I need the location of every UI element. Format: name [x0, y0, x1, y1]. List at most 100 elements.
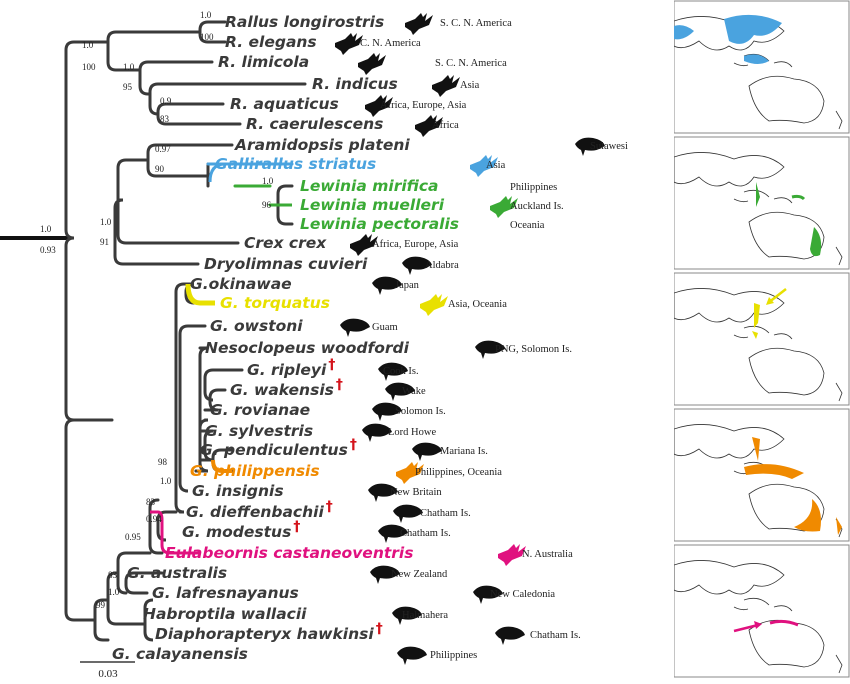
taxon-name: G. philippensis [190, 462, 320, 480]
tip-4: R. aquaticus Africa, Europe, Asia [230, 95, 467, 117]
tip-10: Lewinia pectoralis Oceania [300, 215, 545, 233]
taxon-region: Asia, Oceania [448, 299, 507, 310]
taxon-name: Aramidopsis plateni [234, 136, 410, 154]
support-value: 91 [100, 237, 109, 247]
taxon-region: S. C. N. America [435, 58, 507, 69]
branch [138, 60, 214, 96]
scale-bar: 0.03 [80, 661, 135, 680]
tip-28: G. lafresnayanus New Caledonia [152, 584, 555, 604]
branch [106, 571, 147, 626]
tip-14: G. torquatus Asia, Oceania [220, 294, 507, 316]
flying-rail-icon [490, 196, 518, 218]
support-value: 100 [200, 32, 214, 42]
taxon-region: Philippines [430, 650, 477, 661]
support-value: 1.0 [160, 476, 172, 486]
tip-2: R. limicola S. C. N. America [218, 53, 507, 75]
branch [156, 102, 242, 126]
flightless-rail-icon [378, 362, 408, 381]
flightless-rail-icon [368, 483, 398, 502]
taxon-name: Diaphorapteryx hawkinsi [155, 625, 374, 643]
distribution-map [674, 408, 850, 542]
branch [124, 571, 164, 595]
extinct-dagger: † [336, 377, 343, 393]
flightless-rail-icon [372, 276, 402, 295]
taxon-name: R. aquaticus [230, 95, 339, 113]
branch-eulabeornis [150, 510, 200, 555]
taxon-region: Africa, Europe, Asia [372, 239, 459, 250]
flightless-rail-icon [575, 137, 605, 156]
phylogenetic-tree: Rallus longirostris S. C. N. America R. el… [0, 10, 628, 680]
taxon-region: Auckland Is. [510, 201, 564, 212]
branch [113, 198, 200, 266]
support-value: 83 [146, 497, 156, 507]
tip-11: Crex crex Africa, Europe, Asia [244, 234, 459, 256]
flightless-rail-icon [412, 442, 442, 461]
taxon-region: S. C. N. America [440, 18, 512, 29]
support-value: 98 [158, 457, 168, 467]
arrow-icon [733, 623, 759, 633]
taxon-name: G. wakensis [230, 381, 334, 399]
tip-5: R. caerulescens Africa [246, 115, 459, 137]
taxon-name: G. dieffenbachii [186, 503, 324, 521]
branch [93, 598, 110, 642]
support-value: 0.97 [155, 144, 171, 154]
branch [203, 388, 227, 412]
taxon-region: Philippines [510, 182, 557, 193]
flightless-rail-icon [495, 626, 525, 645]
taxon-name: G. modestus [182, 523, 291, 541]
branch [194, 418, 209, 473]
tip-25: G. modestus † Chatham Is. [182, 519, 451, 543]
taxon-name: R. caerulescens [246, 115, 383, 133]
support-value: 1.0 [100, 217, 112, 227]
taxon-region: Africa, Europe, Asia [380, 100, 467, 111]
support-value: 0.95 [125, 532, 141, 542]
range-highlight [769, 619, 799, 627]
branch [64, 236, 75, 422]
distribution-maps [674, 0, 850, 678]
flying-rail-icon [415, 115, 443, 137]
support-value: 1.0 [200, 10, 212, 20]
support-value: 100 [82, 62, 96, 72]
tip-24: G. dieffenbachii † Chatham Is. [186, 499, 471, 523]
support-value: 83 [108, 570, 118, 580]
taxon-region: N. Australia [522, 549, 573, 560]
taxon-region: Japan [395, 280, 420, 291]
tip-labels: Rallus longirostris S. C. N. America R. el… [112, 13, 628, 665]
taxon-region: Lord Howe [388, 427, 436, 438]
tip-9: Lewinia muelleri Auckland Is. [300, 196, 564, 218]
extinct-dagger: † [350, 437, 357, 453]
taxon-region: New Zealand [391, 569, 448, 580]
flying-rail-icon [350, 234, 378, 256]
taxon-region: Cook Is. [383, 366, 419, 377]
range-highlight [756, 182, 760, 207]
taxon-region: New Caledonia [490, 589, 555, 600]
extinct-dagger: † [328, 357, 335, 373]
tree-branches [0, 20, 307, 642]
branch [116, 158, 240, 245]
branch-gallirallus [208, 162, 240, 183]
flightless-rail-icon [340, 318, 370, 337]
flying-rail-icon [405, 13, 433, 35]
taxon-name: G. owstoni [210, 317, 303, 335]
tip-19: G. rovianae Solomon Is. [210, 401, 446, 421]
taxon-name: R. limicola [218, 53, 309, 71]
distribution-map [674, 544, 850, 678]
support-values: 1.0 100 1.0 100 1.0 95 0.9 83 0.97 90 1.0 96 1.0 91 1.… [40, 10, 274, 610]
taxon-name: Crex crex [244, 234, 327, 252]
tip-26: Eulabeornis castaneoventris N. Australia [165, 544, 573, 566]
taxon-region: Oceania [510, 220, 545, 231]
taxon-region: PNG, Solomon Is. [495, 344, 572, 355]
taxon-region: Mariana Is. [440, 446, 488, 457]
flying-rail-icon [420, 294, 448, 316]
support-value: 83 [160, 114, 170, 124]
tip-15: G. owstoni Guam [210, 317, 398, 337]
taxon-name: Rallus longirostris [225, 13, 384, 31]
taxon-name: G. rovianae [210, 401, 310, 419]
taxon-name: G. australis [127, 564, 227, 582]
branch [184, 282, 200, 305]
tip-12: Dryolimnas cuvieri Aldabra [204, 255, 459, 275]
flying-rail-icon [396, 462, 424, 484]
tip-13: G.okinawae Japan [190, 275, 420, 295]
support-value: 90 [155, 164, 165, 174]
branch-torquatus [185, 283, 215, 306]
